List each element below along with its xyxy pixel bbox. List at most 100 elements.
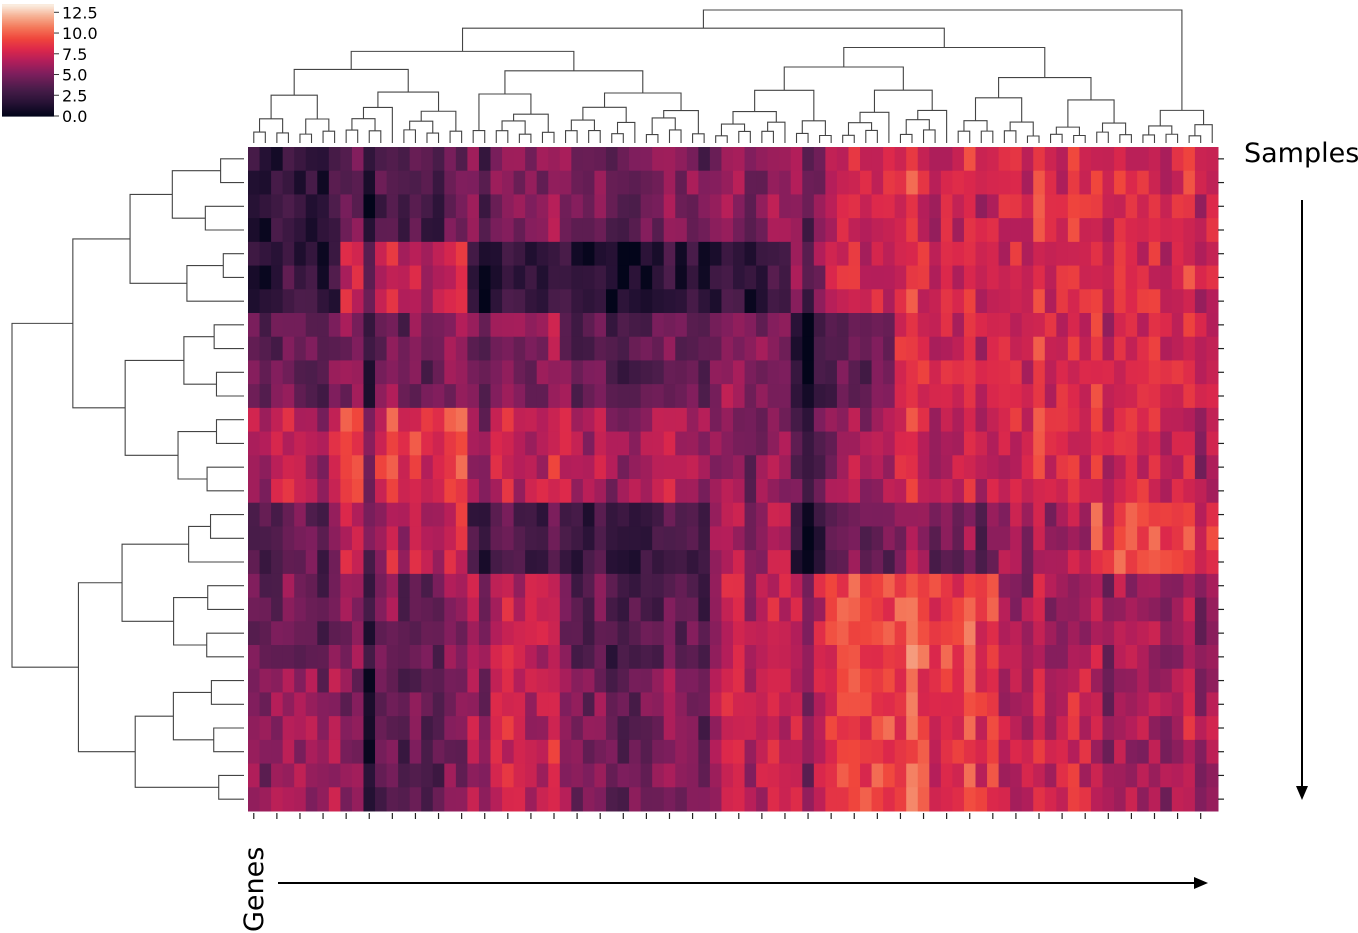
heatmap-cell	[929, 170, 942, 195]
heatmap-cell	[294, 621, 307, 646]
heatmap-cell	[1160, 526, 1173, 551]
heatmap-cell	[513, 787, 526, 812]
heatmap-cell	[351, 265, 364, 290]
heatmap-cell	[478, 431, 491, 456]
heatmap-cell	[848, 763, 861, 788]
heatmap-cell	[259, 170, 272, 195]
heatmap-cell	[825, 455, 838, 480]
heatmap-cell	[432, 336, 445, 361]
heatmap-cell	[963, 526, 976, 551]
heatmap-cell	[536, 170, 549, 195]
heatmap-cell	[1137, 597, 1150, 622]
col-dendro-link	[570, 119, 595, 131]
heatmap-cell	[432, 692, 445, 717]
heatmap-cell	[975, 147, 988, 172]
heatmap-cell	[779, 668, 792, 693]
heatmap-cell	[375, 573, 388, 599]
heatmap-cell	[963, 407, 976, 433]
heatmap-cell	[294, 526, 307, 551]
heatmap-cell	[825, 313, 838, 338]
heatmap-cell	[375, 455, 388, 480]
heatmap-cell	[836, 147, 849, 172]
row-dendrogram	[11, 158, 244, 800]
heatmap-cell	[1033, 668, 1046, 693]
heatmap-cell	[340, 289, 353, 314]
heatmap-cell	[640, 739, 653, 765]
heatmap-cell	[686, 763, 699, 788]
heatmap-cell	[929, 621, 942, 646]
heatmap-cell	[629, 692, 642, 717]
heatmap-cell	[744, 716, 757, 741]
heatmap-cell	[328, 289, 341, 314]
heatmap-cell	[836, 170, 849, 195]
heatmap-cell	[536, 147, 549, 172]
heatmap-cell	[444, 431, 457, 456]
heatmap-cell	[929, 716, 942, 741]
col-dendro-link	[461, 27, 945, 52]
heatmap-cell	[582, 526, 595, 551]
heatmap-cell	[398, 479, 411, 504]
heatmap-cell	[975, 360, 988, 385]
heatmap-cell	[744, 384, 757, 409]
heatmap-cell	[363, 621, 376, 646]
heatmap-cell	[559, 455, 572, 480]
heatmap-cell	[548, 502, 561, 527]
heatmap-cell	[421, 597, 434, 622]
heatmap-cell	[1021, 573, 1034, 599]
heatmap-cell	[963, 313, 976, 338]
heatmap-cell	[790, 573, 803, 599]
heatmap-cell	[340, 407, 353, 433]
heatmap-cell	[790, 479, 803, 504]
heatmap-cell	[1090, 313, 1104, 338]
heatmap-cell	[790, 194, 803, 219]
heatmap-cell	[721, 739, 734, 765]
colorbar-segment	[2, 60, 54, 63]
heatmap-cell	[421, 479, 434, 504]
col-dendro-link	[795, 132, 809, 143]
heatmap-cell	[271, 692, 284, 717]
heatmap-cell	[351, 692, 364, 717]
heatmap-cell	[409, 668, 422, 693]
heatmap-cell	[894, 573, 907, 599]
colorbar-segment	[2, 10, 54, 13]
heatmap-cell	[363, 336, 376, 361]
heatmap-cell	[548, 692, 561, 717]
heatmap-cell	[328, 502, 341, 527]
heatmap-cell	[836, 645, 849, 670]
heatmap-cell	[1044, 550, 1057, 575]
heatmap-cell	[963, 739, 976, 765]
heatmap-cell	[444, 573, 457, 599]
heatmap-cell	[860, 621, 873, 646]
heatmap-cell	[779, 194, 792, 219]
heatmap-cell	[675, 241, 688, 267]
heatmap-cell	[744, 502, 757, 527]
heatmap-cell	[340, 597, 353, 622]
heatmap-cell	[790, 716, 803, 741]
heatmap-cell	[1194, 241, 1207, 267]
heatmap-cell	[1056, 763, 1069, 788]
heatmap-cell	[779, 787, 792, 812]
heatmap-cell	[1125, 739, 1138, 765]
heatmap-cell	[340, 336, 353, 361]
heatmap-cell	[351, 597, 364, 622]
heatmap-cell	[825, 573, 838, 599]
heatmap-cell	[282, 502, 295, 527]
heatmap-cell	[963, 384, 976, 409]
heatmap-cell	[1194, 621, 1207, 646]
heatmap-cell	[1010, 739, 1023, 765]
heatmap-cell	[1021, 431, 1034, 456]
heatmap-cell	[1056, 313, 1069, 338]
heatmap-cell	[594, 573, 607, 599]
heatmap-cell	[571, 194, 584, 219]
heatmap-cell	[1114, 218, 1127, 243]
heatmap-cell	[467, 241, 480, 267]
heatmap-cell	[825, 645, 838, 670]
heatmap-cell	[248, 739, 261, 765]
heatmap-cell	[1044, 360, 1057, 385]
heatmap-cell	[987, 621, 1000, 646]
heatmap-cell	[790, 692, 803, 717]
heatmap-cell	[721, 194, 734, 219]
heatmap-cell	[582, 407, 595, 433]
heatmap-cell	[883, 550, 896, 575]
heatmap-cell	[502, 692, 515, 717]
